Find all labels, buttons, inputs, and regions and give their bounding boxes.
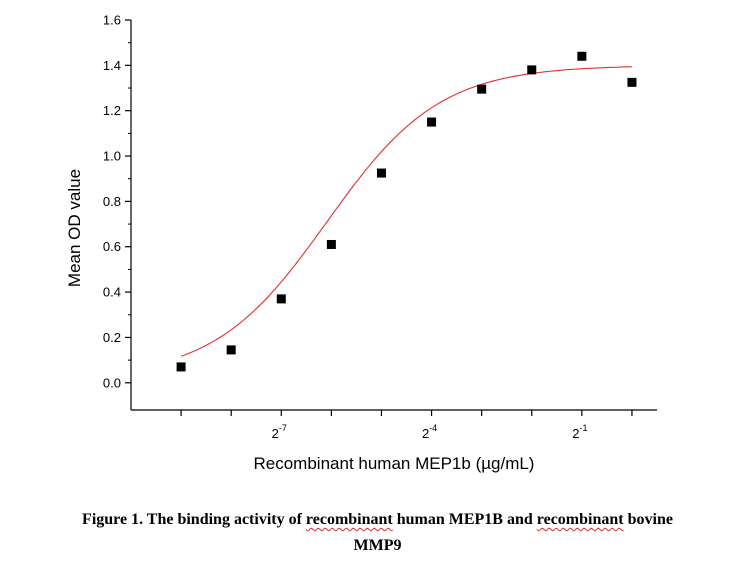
y-tick-label: 1.0 xyxy=(103,149,121,164)
y-tick-label: 1.6 xyxy=(103,13,121,28)
caption-suffix: bovine xyxy=(623,511,673,528)
caption-prefix: Figure 1. The binding activity of xyxy=(82,511,306,528)
data-point xyxy=(477,84,487,94)
data-point xyxy=(326,239,336,249)
x-tick-label: 2-1 xyxy=(572,423,587,441)
caption-term-1: recombinant xyxy=(305,511,393,528)
data-point xyxy=(376,168,386,178)
data-point xyxy=(176,362,186,372)
axes xyxy=(130,20,657,411)
figure-caption: Figure 1. The binding activity of recomb… xyxy=(0,508,755,532)
y-ticks: 0.0 0.2 0.4 0.6 0.8 1.0 1.2 1.4 1.6 xyxy=(103,13,131,390)
chart: 0.0 0.2 0.4 0.6 0.8 1.0 1.2 1.4 1.6 2-7 2-4 2-1 Me… xyxy=(65,13,657,473)
x-tick-label-exponent: -4 xyxy=(429,423,437,433)
data-point xyxy=(427,117,437,127)
x-tick-label-exponent: -1 xyxy=(579,423,587,433)
x-ticks: 2-7 2-4 2-1 xyxy=(180,410,633,441)
y-tick-label: 0.6 xyxy=(103,239,121,254)
y-tick-label: 0.4 xyxy=(103,285,121,300)
caption-term-2: recombinant xyxy=(536,511,624,528)
x-tick-label: 2-4 xyxy=(422,423,437,441)
caption-middle: human MEP1B and xyxy=(392,511,537,528)
y-tick-label: 1.2 xyxy=(103,103,121,118)
x-tick-label: 2-7 xyxy=(272,423,287,441)
fit-curve-line xyxy=(180,66,632,357)
data-point xyxy=(276,294,286,304)
y-tick-label: 1.4 xyxy=(103,58,121,73)
y-tick-label: 0.8 xyxy=(103,194,121,209)
data-point xyxy=(627,77,637,87)
data-points xyxy=(176,51,637,372)
figure-caption-line-2: MMP9 xyxy=(353,537,402,554)
data-point xyxy=(226,345,236,355)
fit-curve xyxy=(180,66,632,357)
x-axis-label: Recombinant human MEP1b (µg/mL) xyxy=(254,454,535,473)
y-tick-label: 0.0 xyxy=(103,375,121,390)
data-point xyxy=(527,65,537,75)
y-tick-label: 0.2 xyxy=(103,330,121,345)
data-point xyxy=(577,51,587,61)
y-axis-label: Mean OD value xyxy=(65,169,84,287)
x-tick-label-exponent: -7 xyxy=(279,423,287,433)
